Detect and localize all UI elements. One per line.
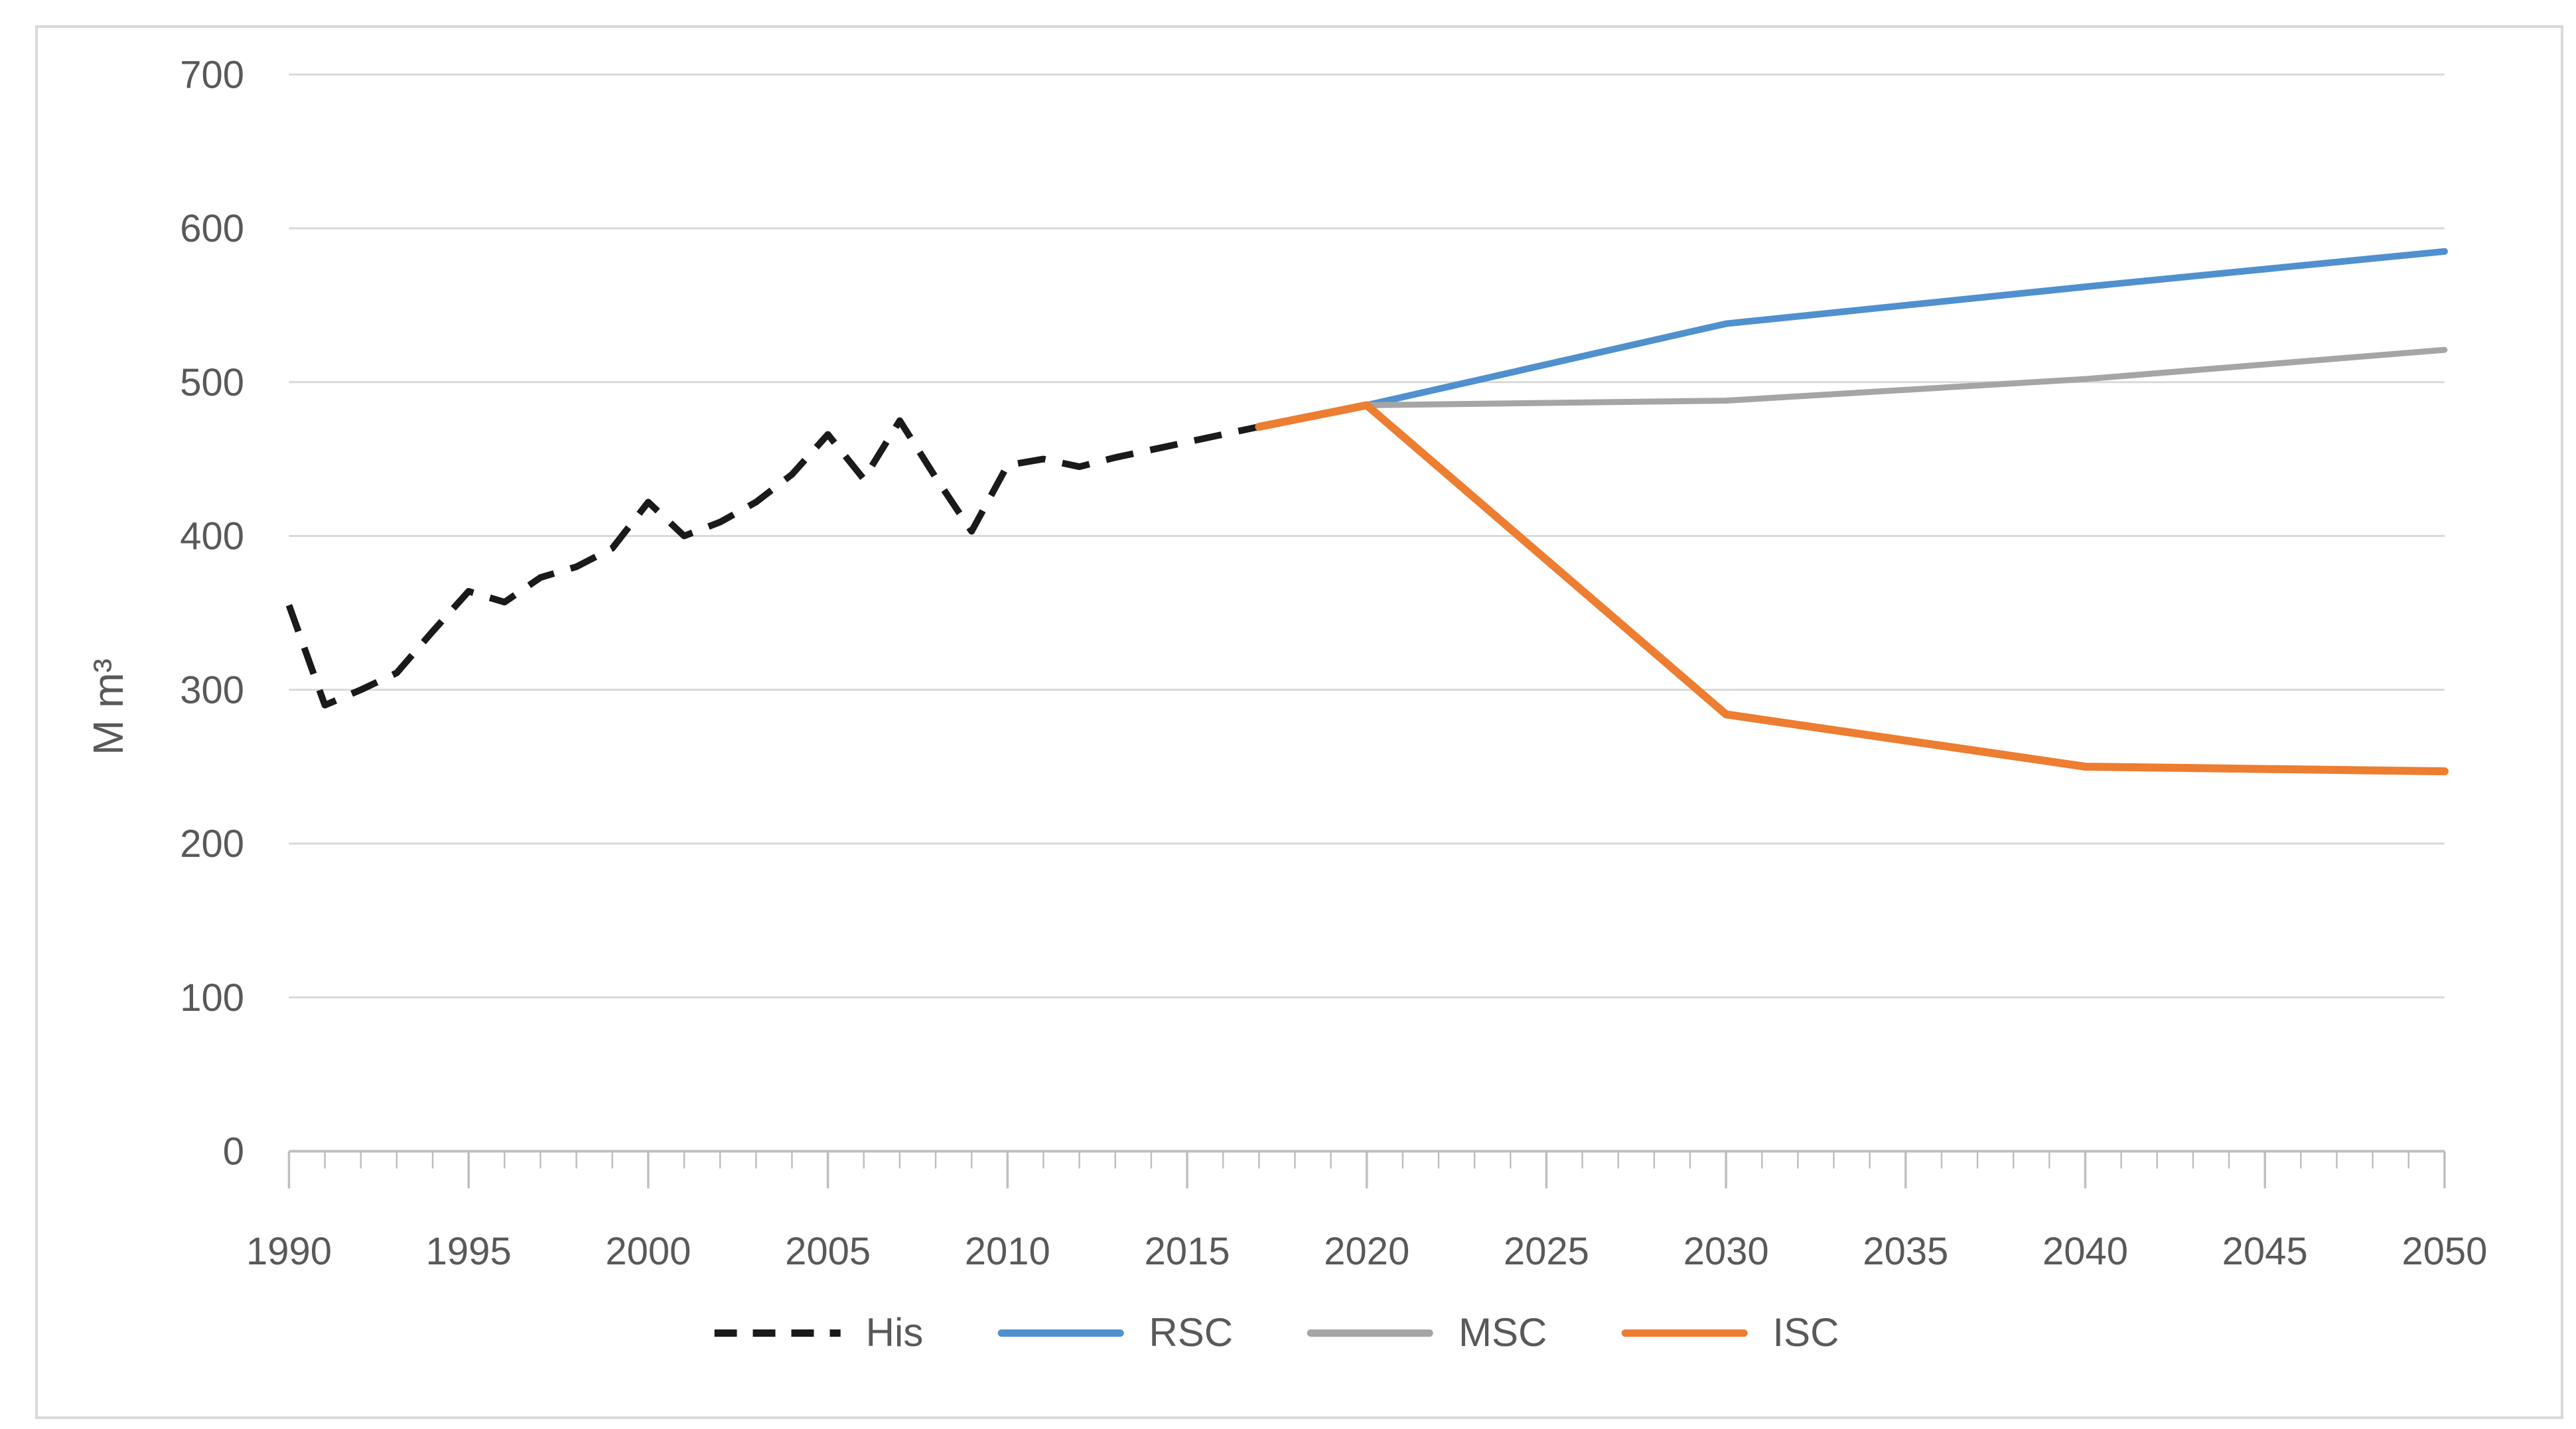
- legend-swatch-isc-line: [1621, 1329, 1748, 1337]
- series-isc-line[interactable]: [1255, 401, 2449, 776]
- x-tick-label-2040: 2040: [2042, 1230, 2128, 1273]
- x-tick-label-2000: 2000: [605, 1230, 691, 1273]
- x-tick-label-2020: 2020: [1324, 1230, 1409, 1273]
- legend-label-isc: ISC: [1772, 1310, 1839, 1355]
- y-tick-label-600: 600: [180, 207, 244, 250]
- chart-legend: His RSC MSC ISC: [714, 1310, 1839, 1355]
- x-tick-label-2045: 2045: [2222, 1230, 2308, 1273]
- x-tick-label-1995: 1995: [426, 1230, 512, 1273]
- legend-swatch-rsc-line: [997, 1329, 1124, 1337]
- x-tick-label-2035: 2035: [1863, 1230, 1948, 1273]
- x-tick-label-2030: 2030: [1683, 1230, 1769, 1273]
- x-tick-label-2050: 2050: [2401, 1230, 2487, 1273]
- legend-label-his: His: [865, 1310, 924, 1355]
- chart-frame[interactable]: [35, 25, 2563, 1419]
- legend-item-rsc[interactable]: RSC: [997, 1313, 1233, 1353]
- x-tick-label-2015: 2015: [1144, 1230, 1230, 1273]
- legend-item-msc[interactable]: MSC: [1307, 1313, 1547, 1353]
- legend-item-his[interactable]: His: [714, 1310, 924, 1355]
- y-tick-label-200: 200: [180, 822, 244, 865]
- y-tick-label-300: 300: [180, 668, 244, 712]
- legend-label-rsc: RSC: [1149, 1310, 1234, 1355]
- legend-item-isc[interactable]: ISC: [1621, 1313, 1839, 1353]
- x-tick-label-2005: 2005: [785, 1230, 871, 1273]
- series-his-line[interactable]: [285, 417, 1260, 709]
- series-msc-line[interactable]: [1364, 346, 2448, 408]
- y-tick-label-0: 0: [223, 1130, 244, 1173]
- legend-label-msc: MSC: [1459, 1310, 1547, 1355]
- legend-swatch-his-dashed-line: [714, 1329, 841, 1337]
- x-tick-label-2010: 2010: [965, 1230, 1050, 1273]
- y-axis-title: M m³: [84, 658, 132, 755]
- y-tick-label-700: 700: [180, 53, 244, 96]
- legend-swatch-msc-line: [1307, 1329, 1434, 1337]
- y-tick-label-500: 500: [180, 361, 244, 404]
- x-tick-label-1990: 1990: [246, 1230, 332, 1273]
- x-tick-label-2025: 2025: [1504, 1230, 1589, 1273]
- y-tick-label-400: 400: [180, 515, 244, 558]
- series-rsc-line[interactable]: [1363, 248, 2448, 409]
- y-tick-label-100: 100: [180, 976, 244, 1019]
